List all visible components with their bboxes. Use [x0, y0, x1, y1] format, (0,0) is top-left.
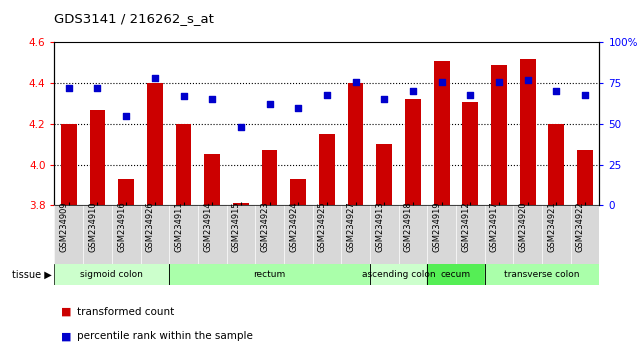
Bar — [520, 59, 535, 205]
Point — [293, 105, 303, 110]
Point — [551, 88, 562, 94]
Bar — [90, 110, 105, 205]
Bar — [456, 205, 485, 264]
Bar — [54, 205, 83, 264]
Bar — [319, 134, 335, 205]
Point — [150, 75, 160, 81]
Bar — [119, 179, 134, 205]
Bar — [262, 150, 278, 205]
Point — [63, 85, 74, 91]
Point — [408, 88, 418, 94]
Bar — [405, 99, 421, 205]
Text: transverse colon: transverse colon — [504, 270, 579, 279]
Point — [207, 97, 217, 102]
Point — [178, 93, 188, 99]
Text: ■: ■ — [61, 331, 71, 341]
Bar — [428, 205, 456, 264]
Point — [580, 92, 590, 97]
Bar — [428, 264, 485, 285]
Text: sigmoid colon: sigmoid colon — [80, 270, 144, 279]
Bar — [341, 205, 370, 264]
Point — [236, 124, 246, 130]
Bar — [140, 205, 169, 264]
Bar — [570, 205, 599, 264]
Point — [379, 97, 389, 102]
Text: cecum: cecum — [441, 270, 471, 279]
Bar — [290, 179, 306, 205]
Point — [92, 85, 103, 91]
Bar — [255, 205, 284, 264]
Bar — [370, 264, 428, 285]
Bar — [485, 264, 599, 285]
Bar — [313, 205, 341, 264]
Bar — [147, 83, 163, 205]
Bar — [226, 205, 255, 264]
Bar — [198, 205, 226, 264]
Text: percentile rank within the sample: percentile rank within the sample — [77, 331, 253, 341]
Point — [265, 102, 275, 107]
Point — [322, 92, 332, 97]
Bar — [542, 205, 570, 264]
Text: transformed count: transformed count — [77, 307, 174, 316]
Bar — [462, 102, 478, 205]
Text: ascending colon: ascending colon — [362, 270, 435, 279]
Bar — [513, 205, 542, 264]
Bar — [169, 264, 370, 285]
Bar — [176, 124, 192, 205]
Bar — [399, 205, 428, 264]
Bar — [233, 203, 249, 205]
Bar — [347, 83, 363, 205]
Text: rectum: rectum — [253, 270, 286, 279]
Bar — [284, 205, 313, 264]
Point — [494, 79, 504, 84]
Text: GDS3141 / 216262_s_at: GDS3141 / 216262_s_at — [54, 12, 214, 25]
Bar — [169, 205, 198, 264]
Bar — [112, 205, 140, 264]
Bar — [434, 61, 449, 205]
Bar — [549, 124, 564, 205]
Bar — [204, 154, 220, 205]
Point — [437, 79, 447, 84]
Text: ■: ■ — [61, 307, 71, 316]
Point — [351, 79, 361, 84]
Point — [121, 113, 131, 119]
Point — [465, 92, 476, 97]
Bar — [83, 205, 112, 264]
Bar — [61, 124, 77, 205]
Bar — [491, 65, 507, 205]
Bar — [370, 205, 399, 264]
Bar — [485, 205, 513, 264]
Bar — [376, 144, 392, 205]
Bar — [54, 264, 169, 285]
Point — [522, 77, 533, 83]
Bar — [577, 150, 593, 205]
Text: tissue ▶: tissue ▶ — [12, 269, 51, 279]
